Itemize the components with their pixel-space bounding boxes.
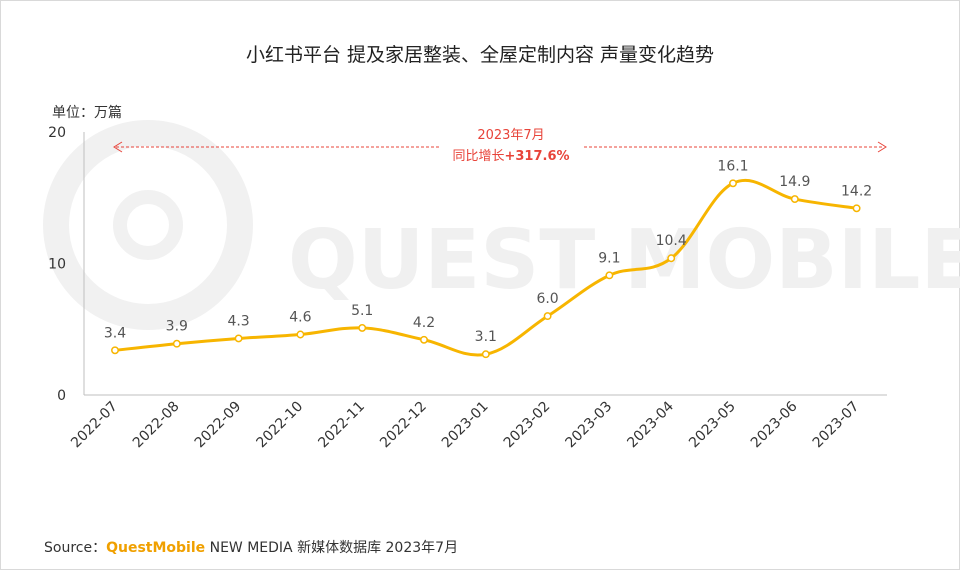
y-tick-label: 10	[48, 257, 66, 273]
x-tick-label: 2023-01	[439, 399, 492, 452]
watermark-dot	[113, 190, 183, 260]
data-points	[111, 179, 861, 359]
data-label: 14.2	[841, 183, 872, 199]
x-tick-label: 2022-09	[192, 399, 245, 452]
data-label: 3.9	[166, 319, 188, 335]
data-label: 6.0	[536, 291, 558, 307]
data-point	[852, 204, 861, 213]
x-tick-label: 2023-05	[686, 399, 739, 452]
data-label: 4.2	[413, 315, 435, 331]
data-point	[296, 330, 305, 339]
data-point	[420, 335, 428, 344]
data-point	[481, 350, 490, 359]
questmobile-watermark: QUEST MOBILE	[43, 120, 960, 330]
annotation-growth-value: +317.6%	[504, 149, 569, 164]
x-tick-labels: 2022-07 2022-08 2022-09 2022-10 2022-11 2022-…	[68, 398, 862, 451]
annotation-line2: 同比增长+317.6%	[452, 149, 569, 164]
chart-title: 小红书平台 提及家居整装、全屋定制内容 声量变化趋势	[245, 44, 715, 66]
data-label: 4.6	[289, 310, 311, 326]
x-tick-label: 2022-11	[315, 399, 368, 452]
y-tick-labels: 0 10 20	[48, 125, 66, 404]
annotation-arrow-left	[113, 141, 123, 153]
x-tick-label: 2022-07	[68, 399, 121, 452]
data-point	[605, 271, 614, 280]
unit-label: 单位：万篇	[52, 105, 122, 121]
data-point	[234, 334, 243, 343]
data-label: 5.1	[351, 303, 373, 319]
source-prefix: Source：	[44, 540, 107, 556]
data-point	[729, 179, 737, 188]
data-point	[111, 346, 119, 355]
y-tick-label: 0	[57, 388, 66, 404]
x-tick-label: 2022-10	[254, 399, 307, 452]
source-footer: Source：QuestMobile NEW MEDIA 新媒体数据库 2023…	[44, 537, 458, 557]
data-label: 3.1	[475, 329, 497, 345]
x-tick-label: 2023-03	[563, 399, 616, 452]
annotation-line1: 2023年7月	[477, 128, 544, 143]
watermark-text: QUEST MOBILE	[288, 213, 960, 308]
data-point	[172, 339, 181, 348]
data-point	[543, 312, 552, 321]
y-tick-label: 20	[48, 125, 66, 141]
x-tick-label: 2023-02	[501, 399, 554, 452]
data-label: 3.4	[104, 325, 126, 341]
x-tick-label: 2022-12	[377, 399, 430, 452]
data-label: 14.9	[779, 174, 810, 190]
source-rest: NEW MEDIA 新媒体数据库 2023年7月	[205, 540, 459, 556]
x-tick-label: 2023-04	[624, 398, 677, 451]
data-label: 9.1	[598, 250, 620, 266]
data-point	[667, 254, 676, 263]
data-point	[790, 195, 799, 204]
data-label: 4.3	[227, 313, 249, 329]
data-label: 10.4	[656, 233, 687, 249]
annotation-growth-label: 同比增长	[452, 149, 504, 164]
source-brand: QuestMobile	[106, 540, 206, 556]
data-labels: 3.4 3.9 4.3 4.6 5.1 4.2 3.1 6.0 9.1 10.4 16.1 14.9 1…	[104, 158, 872, 345]
x-tick-label: 2023-07	[810, 399, 863, 452]
watermark-ring	[43, 120, 253, 330]
annotation-arrow-right	[877, 141, 887, 153]
data-label: 16.1	[717, 158, 748, 174]
x-tick-label: 2022-08	[130, 399, 183, 452]
yoy-annotation: 2023年7月 同比增长+317.6%	[113, 128, 887, 164]
x-tick-label: 2023-06	[748, 398, 801, 451]
data-point	[358, 323, 367, 332]
